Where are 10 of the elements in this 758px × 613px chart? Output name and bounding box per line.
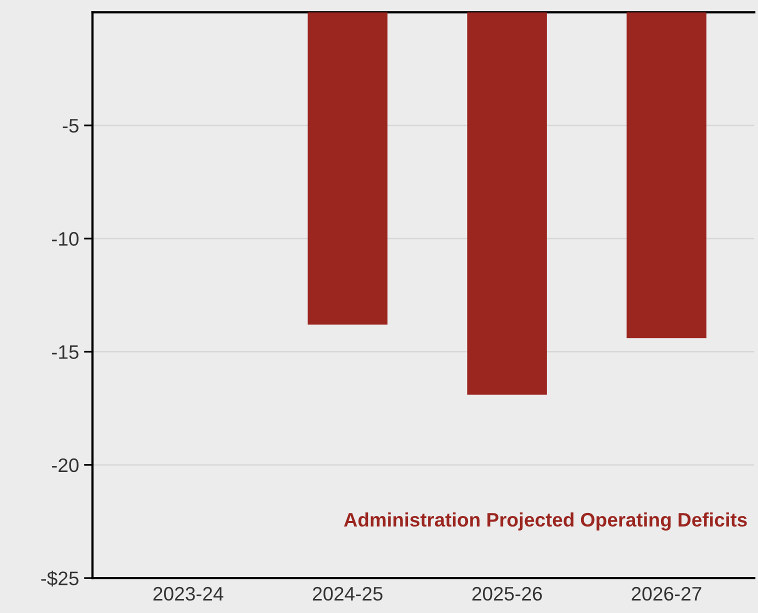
y-tick-label: -20 (52, 458, 79, 472)
y-tick-label: -10 (52, 232, 79, 246)
x-tick-label: 2023-24 (153, 586, 224, 601)
y-tick-label: -5 (62, 119, 78, 133)
y-tick-label: -$25 (41, 570, 78, 586)
y-tick-label: -15 (52, 345, 78, 359)
x-tick-label: 2024-25 (312, 586, 382, 601)
annotation: Administration Projected Operating Deficits (344, 512, 747, 531)
x-tick-label: 2026-27 (632, 586, 702, 601)
x-tick-label: 2025-26 (472, 586, 542, 601)
